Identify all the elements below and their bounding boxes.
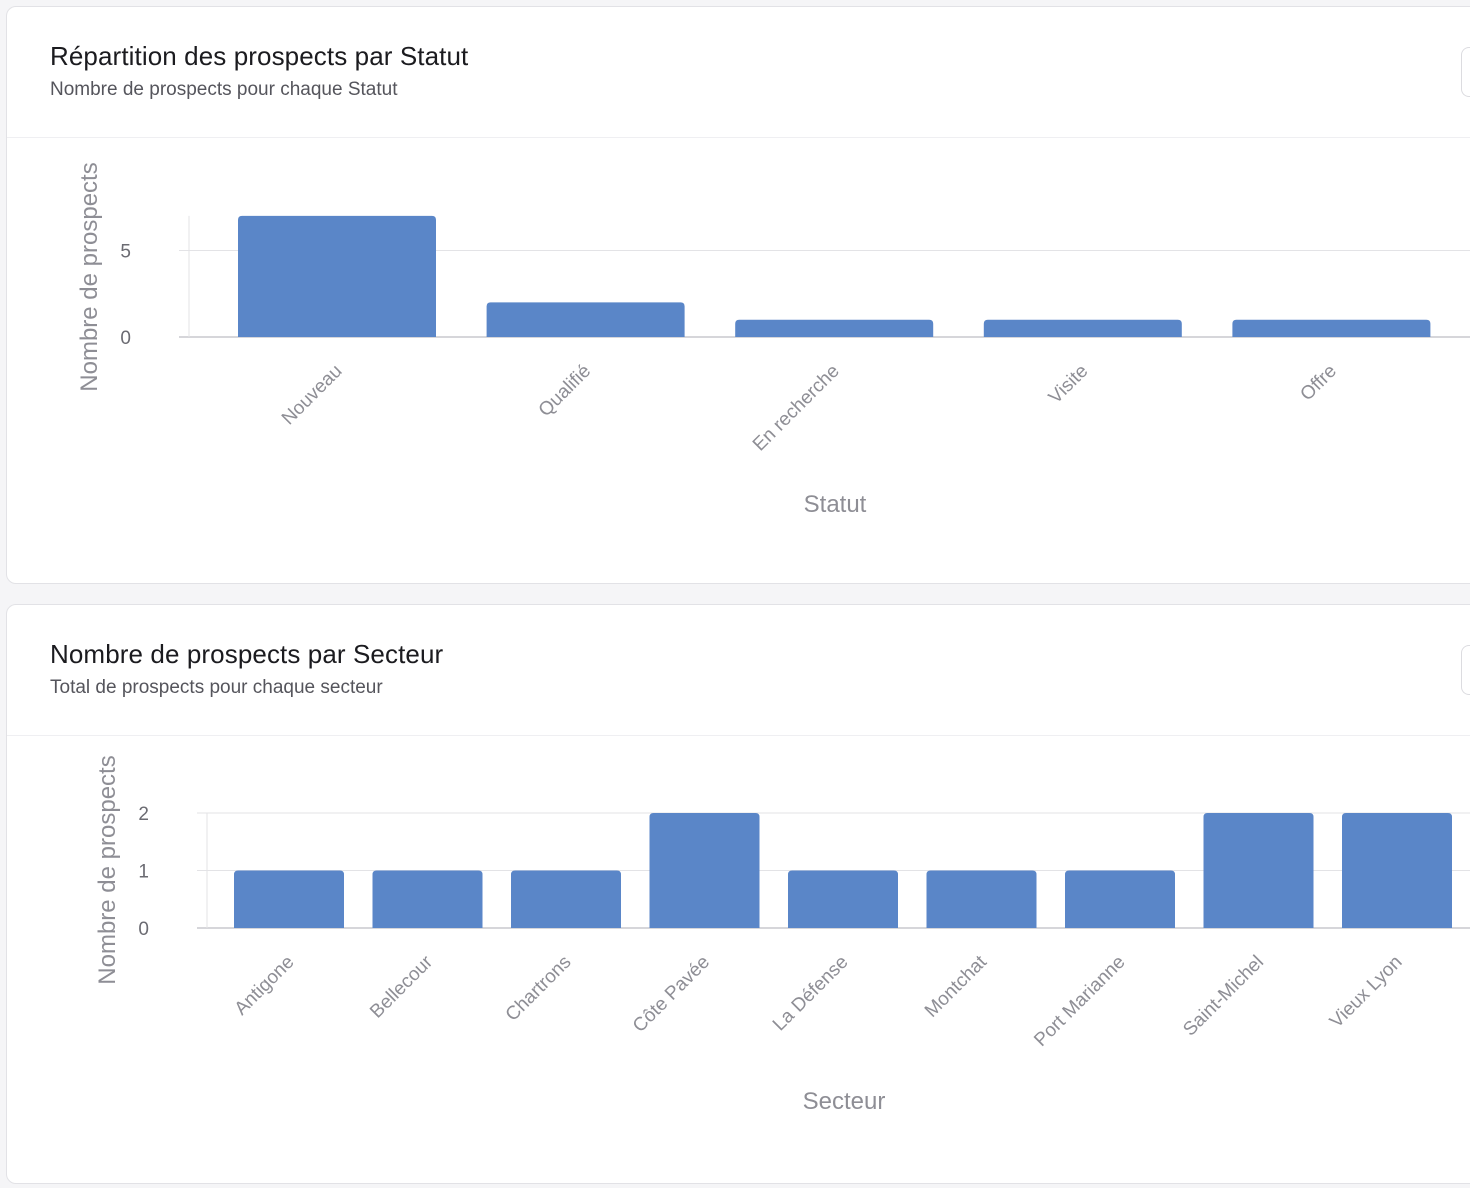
x-tick-label: Chartrons [502, 952, 576, 1026]
bar[interactable] [788, 870, 898, 929]
x-tick-label: Port Marianne [1030, 952, 1129, 1051]
card-title: Nombre de prospects par Secteur [50, 639, 444, 669]
y-tick-label: 1 [138, 862, 149, 883]
card-header: Répartition des prospects par Statut Nom… [7, 7, 1470, 138]
x-tick-label: Qualifié [535, 361, 595, 421]
x-tick-label: Bellecour [366, 951, 437, 1022]
x-tick-label: Vieux Lyon [1326, 952, 1407, 1033]
x-tick-label: Visite [1045, 361, 1092, 408]
card-menu-button[interactable] [1461, 47, 1470, 97]
y-axis-title: Nombre de prospects [76, 162, 103, 391]
bar[interactable] [372, 870, 483, 929]
x-axis-title: Statut [804, 491, 867, 518]
bar[interactable] [238, 215, 436, 337]
card-menu-button[interactable] [1461, 645, 1470, 695]
status-bar-chart: 0 5 Nouveau Qualifié En recherche Visite Offre… [76, 162, 1470, 518]
status-chart-card: Répartition des prospects par Statut Nom… [6, 6, 1470, 584]
y-axis-title: Nombre de prospects [94, 755, 121, 984]
card-subtitle: Nombre de prospects pour chaque Statut [50, 79, 398, 100]
bar[interactable] [511, 870, 621, 929]
x-tick-label: La Défense [769, 952, 853, 1036]
bar[interactable] [649, 813, 760, 928]
bar[interactable] [926, 870, 1037, 929]
bar[interactable] [234, 870, 344, 929]
y-tick-label: 5 [120, 242, 131, 263]
x-tick-label: Nouveau [278, 361, 347, 430]
card-header: Nombre de prospects par Secteur Total de… [7, 605, 1470, 736]
sector-chart-card: Nombre de prospects par Secteur Total de… [6, 604, 1470, 1184]
sector-bar-chart: 0 1 2 Antigone Bellecour Chartrons Côte Pavée L… [94, 755, 1470, 1115]
bar[interactable] [735, 319, 934, 337]
bar[interactable] [1342, 813, 1452, 928]
x-tick-label: Antigone [231, 952, 299, 1020]
y-tick-label: 0 [120, 328, 131, 349]
y-tick-label: 2 [138, 804, 149, 825]
bar[interactable] [983, 319, 1182, 337]
bar[interactable] [1203, 813, 1314, 928]
x-tick-label: En recherche [749, 361, 844, 456]
bar[interactable] [1232, 319, 1431, 337]
x-tick-label: Montchat [921, 951, 992, 1022]
x-tick-label: Saint-Michel [1179, 952, 1268, 1041]
card-title: Répartition des prospects par Statut [50, 41, 469, 71]
bar[interactable] [486, 302, 685, 337]
card-subtitle: Total de prospects pour chaque secteur [50, 677, 383, 698]
bar[interactable] [1065, 870, 1175, 929]
y-tick-label: 0 [138, 919, 149, 940]
x-tick-label: Côte Pavée [629, 952, 714, 1037]
x-tick-label: Offre [1296, 361, 1340, 405]
x-axis-title: Secteur [803, 1088, 886, 1115]
